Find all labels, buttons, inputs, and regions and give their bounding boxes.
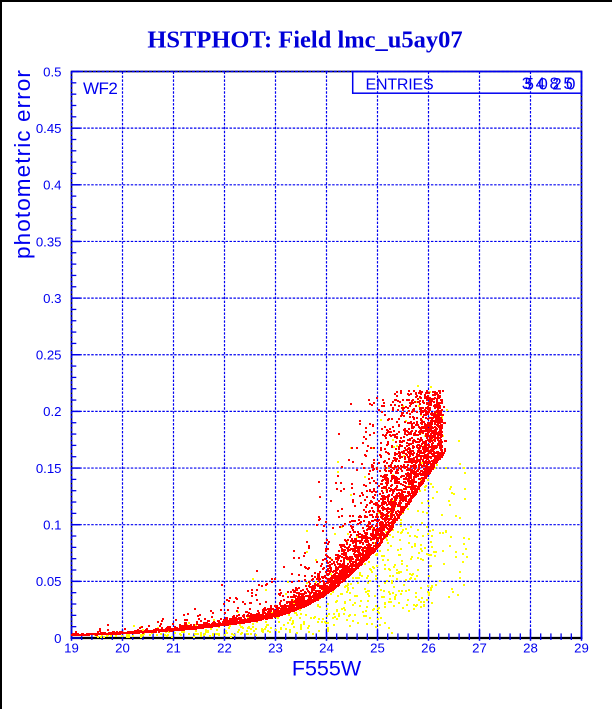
svg-text:0.45: 0.45 [36,121,62,136]
svg-text:22: 22 [217,640,232,655]
svg-text:20: 20 [115,640,130,655]
svg-text:0: 0 [54,631,61,646]
svg-text:0.25: 0.25 [36,348,62,363]
svg-text:photometric error: photometric error [10,69,35,259]
svg-text:21: 21 [166,640,181,655]
svg-text:29: 29 [574,640,589,655]
svg-text:0.3: 0.3 [43,291,61,306]
svg-text:0.5: 0.5 [43,64,61,79]
svg-text:23: 23 [268,640,283,655]
svg-text:19: 19 [64,640,79,655]
svg-text:27: 27 [472,640,487,655]
svg-text:28: 28 [523,640,538,655]
svg-text:WF2: WF2 [83,79,117,98]
svg-text:0.35: 0.35 [36,234,62,249]
svg-text:0.4: 0.4 [43,178,61,193]
svg-text:0.1: 0.1 [43,518,61,533]
svg-text:24: 24 [319,640,334,655]
svg-text:ENTRIES: ENTRIES [366,76,434,93]
svg-text:26: 26 [421,640,436,655]
svg-text:0.05: 0.05 [36,574,62,589]
svg-text:0.15: 0.15 [36,461,62,476]
svg-text:25: 25 [370,640,385,655]
svg-text:HSTPHOT: Field lmc_u5ay07: HSTPHOT: Field lmc_u5ay07 [147,27,462,54]
svg-text:0.2: 0.2 [43,404,61,419]
svg-text:F555W: F555W [292,657,362,681]
